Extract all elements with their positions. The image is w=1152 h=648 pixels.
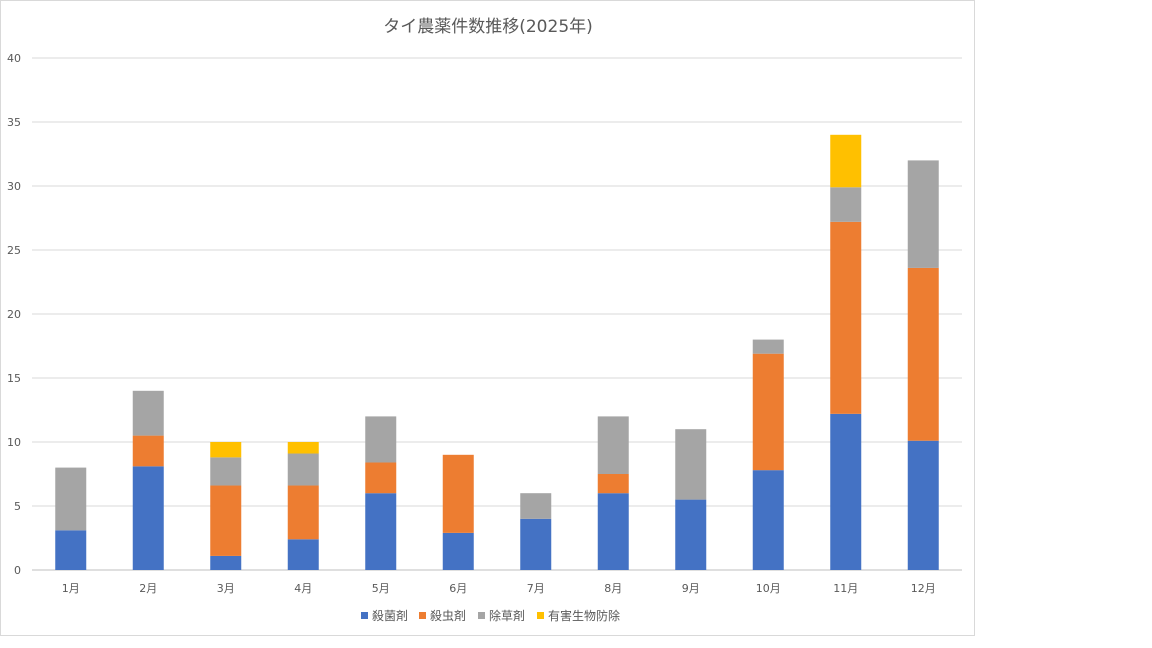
x-tick-label: 5月 xyxy=(372,582,390,595)
legend-swatch xyxy=(361,612,368,619)
y-tick-label: 25 xyxy=(7,244,21,257)
bar-segment xyxy=(287,539,319,570)
bar-segment xyxy=(830,134,862,188)
bar-segment xyxy=(210,442,242,458)
bar-segment xyxy=(442,454,474,533)
legend-swatch xyxy=(478,612,485,619)
x-tick-label: 6月 xyxy=(449,582,467,595)
bar-segment xyxy=(210,457,242,486)
bar-segment xyxy=(287,453,319,486)
bar-segment xyxy=(520,493,552,519)
y-tick-label: 15 xyxy=(7,372,21,385)
bar-segment xyxy=(210,485,242,556)
bar-segment xyxy=(365,462,397,494)
x-tick-label: 1月 xyxy=(62,582,80,595)
bar-segment xyxy=(287,485,319,540)
bar-segment xyxy=(907,440,939,570)
chart-title: タイ農薬件数推移(2025年) xyxy=(383,17,593,37)
legend-label: 殺虫剤 xyxy=(430,608,466,623)
x-tick-label: 7月 xyxy=(527,582,545,595)
x-tick-label: 4月 xyxy=(294,582,312,595)
bar-segment xyxy=(55,467,87,531)
bar-segment xyxy=(287,442,319,454)
bar-segment xyxy=(597,416,629,474)
x-tick-label: 10月 xyxy=(756,582,781,595)
y-tick-label: 40 xyxy=(7,52,21,65)
y-tick-label: 5 xyxy=(14,500,21,513)
bar-segment xyxy=(830,187,862,222)
gridlines xyxy=(32,57,962,571)
bar-segment xyxy=(597,474,629,494)
bar-segment xyxy=(675,499,707,570)
bar-segment xyxy=(442,532,474,570)
y-tick-label: 10 xyxy=(7,436,21,449)
bar-segment xyxy=(132,466,164,570)
legend-label: 除草剤 xyxy=(489,608,525,623)
bar-segment xyxy=(675,429,707,500)
bar-segment xyxy=(520,518,552,570)
bar-segment xyxy=(210,555,242,570)
x-tick-label: 12月 xyxy=(911,582,936,595)
bar-segment xyxy=(907,267,939,441)
bars xyxy=(55,134,939,570)
y-tick-label: 20 xyxy=(7,308,21,321)
bar-segment xyxy=(830,221,862,414)
legend-label: 有害生物防除 xyxy=(548,608,620,623)
legend-label: 殺菌剤 xyxy=(372,608,408,623)
bar-segment xyxy=(752,470,784,570)
bar-segment xyxy=(365,493,397,570)
bar-segment xyxy=(752,339,784,354)
legend: 殺菌剤 殺虫剤 除草剤 有害生物防除 xyxy=(361,608,620,623)
bar-segment xyxy=(132,435,164,467)
y-tick-label: 30 xyxy=(7,180,21,193)
legend-swatch xyxy=(537,612,544,619)
x-tick-label: 11月 xyxy=(833,582,858,595)
x-tick-label: 3月 xyxy=(217,582,235,595)
x-tick-label: 9月 xyxy=(682,582,700,595)
y-axis: 0 5 10 15 20 25 30 35 40 xyxy=(7,52,21,577)
bar-segment xyxy=(132,390,164,436)
legend-swatch xyxy=(419,612,426,619)
bar-segment xyxy=(830,413,862,570)
bar-segment xyxy=(597,493,629,570)
bar-segment xyxy=(752,353,784,471)
bar-segment xyxy=(907,160,939,268)
x-tick-label: 8月 xyxy=(604,582,622,595)
bar-segment xyxy=(365,416,397,463)
x-axis: 1月 2月 3月 4月 5月 6月 7月 8月 9月 10月 11月 12月 xyxy=(62,582,936,595)
y-tick-label: 0 xyxy=(14,564,21,577)
x-tick-label: 2月 xyxy=(139,582,157,595)
y-tick-label: 35 xyxy=(7,116,21,129)
bar-segment xyxy=(55,530,87,570)
